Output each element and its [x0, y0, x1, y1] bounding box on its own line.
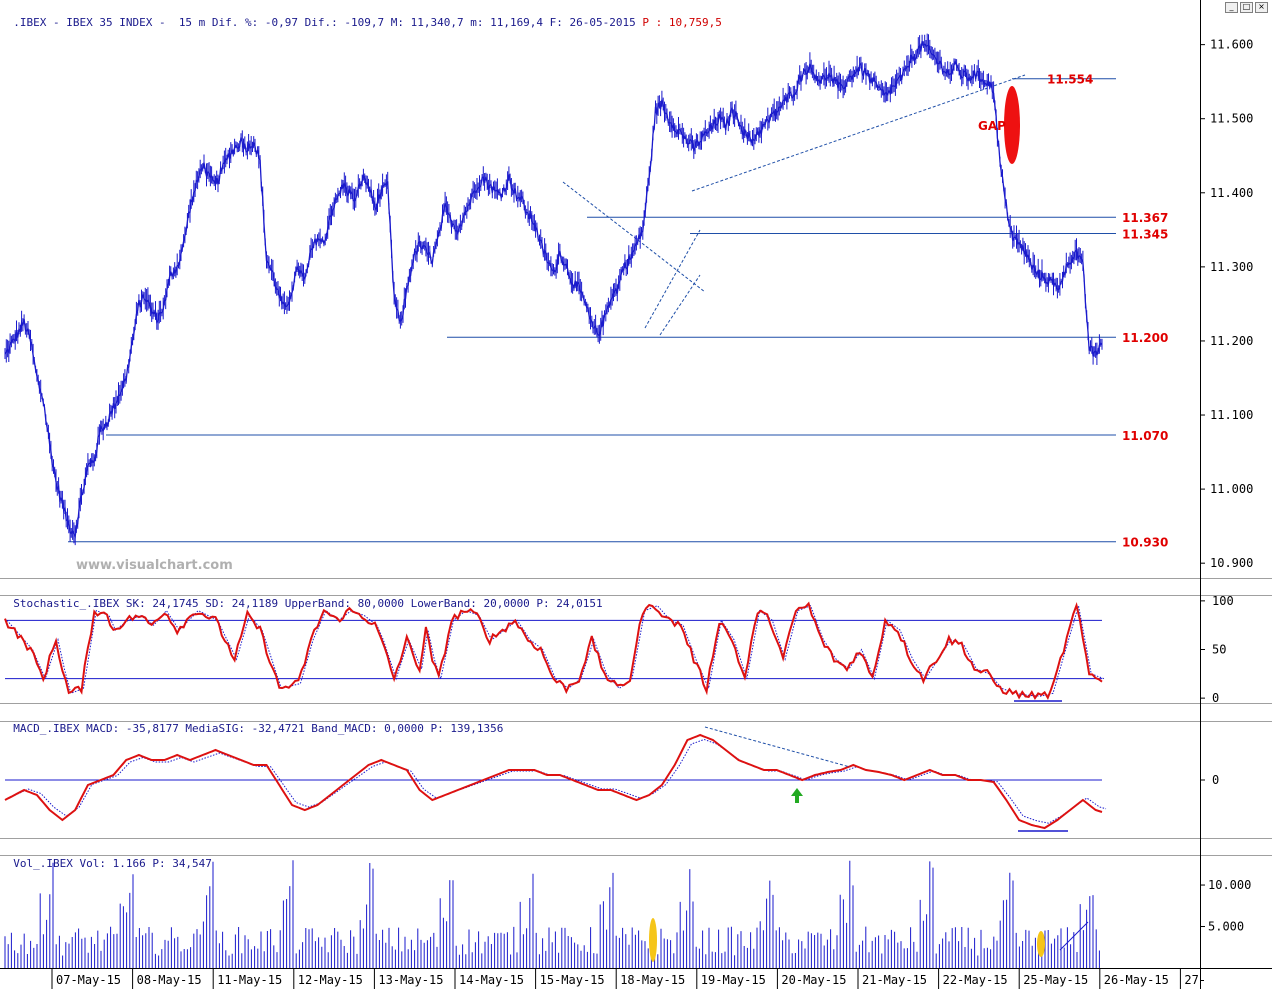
- minimize-button[interactable]: _: [1225, 2, 1238, 13]
- price-axis-label: 11.200: [1210, 334, 1253, 348]
- price-window-buttons: _ □ ×: [1225, 2, 1268, 13]
- date-label: 07-May-15: [56, 973, 121, 987]
- date-label: 08-May-15: [137, 973, 202, 987]
- date-label: 18-May-15: [620, 973, 685, 987]
- date-label: 11-May-15: [217, 973, 282, 987]
- date-label: 21-May-15: [862, 973, 927, 987]
- price-axis-label: 10.900: [1210, 556, 1253, 570]
- panel-separator: [0, 703, 1272, 722]
- volume-axis-label: 5.000: [1208, 920, 1244, 934]
- stoch-axis-label: 100: [1212, 594, 1234, 608]
- stochastic-header-text: Stochastic_.IBEX SK: 24,1745 SD: 24,1189…: [13, 597, 603, 610]
- macd-header-text: MACD_.IBEX MACD: -35,8177 MediaSIG: -32,…: [13, 722, 504, 735]
- price-axis-label: 11.400: [1210, 186, 1253, 200]
- close-button[interactable]: ×: [1255, 2, 1268, 13]
- level-label: 11.070: [1122, 429, 1168, 443]
- date-label: 22-May-15: [943, 973, 1008, 987]
- price-header-p: P : 10,759,5: [642, 16, 722, 29]
- price-line: [4, 40, 1103, 539]
- date-label: 20-May-15: [781, 973, 846, 987]
- level-label: 10.930: [1122, 536, 1168, 550]
- trendline: [659, 274, 701, 336]
- stoch-line: [4, 601, 1103, 701]
- volume-trendline: [1059, 921, 1089, 951]
- gap-marker: [1004, 86, 1020, 164]
- level-label: 11.554: [1047, 73, 1093, 87]
- level-label: 11.367: [1122, 211, 1168, 225]
- macd-axis-label: 0: [1212, 773, 1219, 787]
- price-axis-label: 11.300: [1210, 260, 1253, 274]
- date-label: 26-May-15: [1104, 973, 1169, 987]
- volume-highlight: [1037, 931, 1045, 957]
- volume-bars: [4, 860, 1100, 968]
- trendline: [562, 181, 706, 293]
- date-label: 15-May-15: [540, 973, 605, 987]
- volume-highlight: [649, 918, 657, 962]
- price-axis-label: 11.100: [1210, 408, 1253, 422]
- up-arrow-icon: [791, 788, 803, 803]
- price-panel-header: .IBEX - IBEX 35 INDEX - 15 m Dif. %: -0,…: [0, 0, 1200, 29]
- date-label: 14-May-15: [459, 973, 524, 987]
- date-label: 13-May-15: [378, 973, 443, 987]
- maximize-button[interactable]: □: [1240, 2, 1253, 13]
- volume-axis-label: 10.000: [1208, 878, 1251, 892]
- macd-line: [4, 733, 1103, 830]
- panel-separator: [0, 578, 1272, 596]
- date-label: 12-May-15: [298, 973, 363, 987]
- volume-header-text: Vol_.IBEX Vol: 1.166 P: 34,547: [13, 857, 212, 870]
- watermark: www.visualchart.com: [76, 558, 233, 573]
- level-label: 11.345: [1122, 228, 1168, 242]
- price-axis-label: 11.000: [1210, 482, 1253, 496]
- price-header-text: .IBEX - IBEX 35 INDEX - 15 m Dif. %: -0,…: [13, 16, 643, 29]
- macd-trendline: [704, 726, 851, 768]
- trendline: [691, 74, 1026, 192]
- price-axis-label: 11.500: [1210, 112, 1253, 126]
- panel-separator: [0, 838, 1272, 856]
- date-label: 27-: [1184, 973, 1206, 987]
- gap-label: GAP: [978, 119, 1006, 133]
- level-label: 11.200: [1122, 331, 1168, 345]
- price-axis-label: 11.600: [1210, 38, 1253, 52]
- stoch-signal-line: [6, 605, 1105, 697]
- stoch-axis-label: 50: [1212, 643, 1226, 657]
- price-bars: [4, 33, 1103, 546]
- trendline: [644, 229, 701, 329]
- date-label: 19-May-15: [701, 973, 766, 987]
- date-label: 25-May-15: [1023, 973, 1088, 987]
- macd-signal-line: [8, 738, 1107, 824]
- stoch-axis-label: 0: [1212, 691, 1219, 705]
